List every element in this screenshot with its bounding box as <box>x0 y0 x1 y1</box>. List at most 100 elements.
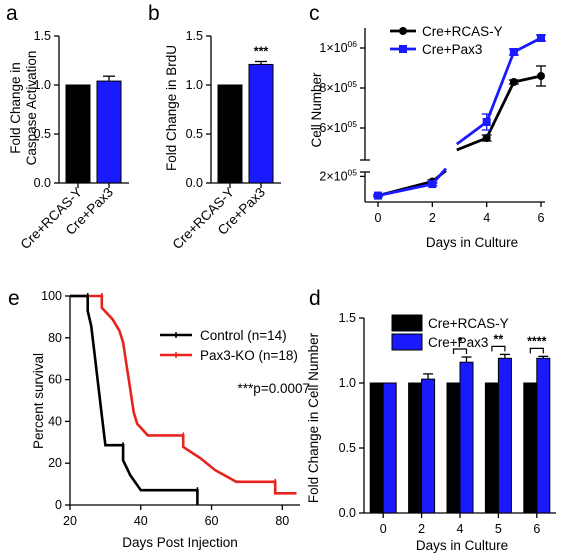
panel-d-xtick-label: 0 <box>380 522 387 536</box>
panel-c-xtick-label: 0 <box>375 211 382 225</box>
panel-e-pvalue: ***p=0.0007 <box>238 381 310 396</box>
panel-b-ytick-label: 1.0 <box>186 78 203 92</box>
panel-d-bar <box>497 357 512 514</box>
panel-c-point <box>482 118 491 126</box>
panel-e-ytick-label: 20 <box>48 456 62 470</box>
panel-a-bar <box>65 84 91 184</box>
panel-c-ytick-label: 6×1005 <box>319 119 357 135</box>
panel-letter-d: d <box>309 287 321 310</box>
panel-d-significance-bracket <box>491 345 506 352</box>
panel-d-ylabel: Fold Change in Cell Number <box>306 332 321 503</box>
panel-b-significance-label: *** <box>254 44 269 58</box>
panel-c-legend-marker <box>399 45 407 53</box>
panel-d-bar <box>408 382 423 514</box>
panel-letter-e: e <box>8 287 20 310</box>
panel-e-xtick-label: 60 <box>205 514 219 528</box>
panel-d-chart: Fold Change in Cell Number Days in Cultu… <box>306 311 556 553</box>
panel-a-ylabel-line2: Caspase Activation <box>24 51 39 166</box>
panel-c-ylabel: Cell Number <box>309 72 324 148</box>
panel-d-legend-label: Cre+Pax3 <box>428 335 488 350</box>
panel-d-bar <box>523 382 538 514</box>
panel-c-chart: Cell Number Days in Culture 0 2 4 6 2×1005 6×… <box>309 24 546 250</box>
panel-d-significance-label: * <box>458 335 463 349</box>
panel-e-legend-label: Pax3-KO (n=18) <box>200 348 298 363</box>
panel-e-ytick-label: 100 <box>41 289 62 303</box>
panel-c-point <box>428 180 437 189</box>
panel-c-point <box>509 48 518 56</box>
panel-c-series-line <box>377 182 433 197</box>
panel-c-series-line <box>513 74 542 84</box>
panel-a-ytick-label: 0.5 <box>34 127 51 141</box>
panel-b-ytick-label: 0.0 <box>186 176 203 190</box>
panel-d-legend-swatch <box>391 314 423 332</box>
panel-c-xtick-label: 4 <box>483 211 490 225</box>
panel-d-legend-label: Cre+RCAS-Y <box>428 316 509 331</box>
panel-e-ytick-label: 60 <box>48 373 62 387</box>
panel-e-chart: Percent survival Days Post Injection ***… <box>31 289 310 550</box>
panel-e-ytick-label: 80 <box>48 331 62 345</box>
panel-e-xtick-label: 40 <box>134 514 148 528</box>
panel-d-significance-bracket <box>529 347 544 354</box>
panel-c-xlabel: Days in Culture <box>426 235 518 250</box>
panel-c-legend-label: Cre+RCAS-Y <box>422 24 503 39</box>
panel-letter-b: b <box>148 2 160 25</box>
panel-e-ytick-label: 0 <box>55 498 62 512</box>
panel-c-xtick-label: 2 <box>429 211 436 225</box>
panel-d-xlabel: Days in Culture <box>416 538 508 553</box>
panel-e-xtick-label: 20 <box>63 514 77 528</box>
panel-letter-a: a <box>6 2 18 25</box>
panel-c-legend-marker <box>399 27 407 35</box>
panel-a-ylabel-line1: Fold Change in <box>8 62 23 154</box>
panel-b-ylabel: Fold Change in BrdU <box>164 45 179 171</box>
panel-d-ytick-label: 1.0 <box>339 376 356 390</box>
panel-letter-c: c <box>309 2 320 25</box>
panel-d-xtick-label: 2 <box>418 522 425 536</box>
panel-d-ytick-label: 1.5 <box>339 311 356 325</box>
panel-e-survival-curve <box>70 294 199 505</box>
panel-d-bar <box>421 378 436 514</box>
panel-d-xtick-label: 4 <box>457 522 464 536</box>
panel-d-bar <box>369 382 384 514</box>
panel-d-bar <box>382 382 397 514</box>
panel-d-xtick-label: 6 <box>533 522 540 536</box>
panel-e-ylabel: Percent survival <box>31 353 46 449</box>
panel-e-xtick-label: 80 <box>275 514 289 528</box>
panel-d-bar <box>446 382 461 514</box>
panel-c-point <box>537 34 545 42</box>
panel-c-point <box>537 72 545 80</box>
panel-c-point <box>374 191 382 200</box>
panel-a-ytick-label: 0.0 <box>34 176 51 190</box>
panel-e-xlabel: Days Post Injection <box>122 535 238 550</box>
panel-b-ytick-label: 0.5 <box>186 127 203 141</box>
panel-a-ytick-label: 1.5 <box>34 29 51 43</box>
panel-d-bar <box>459 361 474 514</box>
panel-b-bar <box>248 63 274 184</box>
panel-b-chart: Fold Change in BrdU 0.00.51.01.5Cre+RCAS… <box>164 29 281 252</box>
panel-a-chart: Fold Change in Caspase Activation 0.0 0.5… <box>8 29 129 252</box>
panel-d-significance-label: ** <box>494 332 504 346</box>
panel-c-series-line <box>455 120 488 146</box>
panel-c-point <box>509 78 518 86</box>
panel-c-ytick-label: 1×1006 <box>319 39 357 55</box>
panel-c-series-line <box>513 36 542 54</box>
panel-d-ytick-label: 0.5 <box>339 441 356 455</box>
panel-e-ytick-label: 40 <box>48 414 62 428</box>
panel-c-point <box>482 134 491 142</box>
panel-d-legend-swatch <box>391 333 423 351</box>
panel-a-bar <box>96 80 122 184</box>
panel-e-survival-curve <box>70 294 297 495</box>
panel-c-ytick-label: 8×1005 <box>319 79 357 95</box>
panel-c-series-line <box>485 81 516 139</box>
panel-c-series-line <box>485 51 516 123</box>
panel-b-bar <box>217 84 243 184</box>
panel-c-series-line <box>456 136 488 152</box>
panel-c-xtick-label: 6 <box>538 211 545 225</box>
panel-b-ytick-label: 1.5 <box>186 29 203 43</box>
panel-d-significance-label: **** <box>527 334 547 348</box>
panel-c-ytick-label: 2×1005 <box>319 167 357 183</box>
panel-d-xtick-label: 5 <box>495 522 502 536</box>
panel-c-legend-label: Cre+Pax3 <box>422 42 482 57</box>
panel-d-ytick-label: 0.0 <box>339 506 356 520</box>
panel-d-significance-bracket <box>452 348 468 354</box>
